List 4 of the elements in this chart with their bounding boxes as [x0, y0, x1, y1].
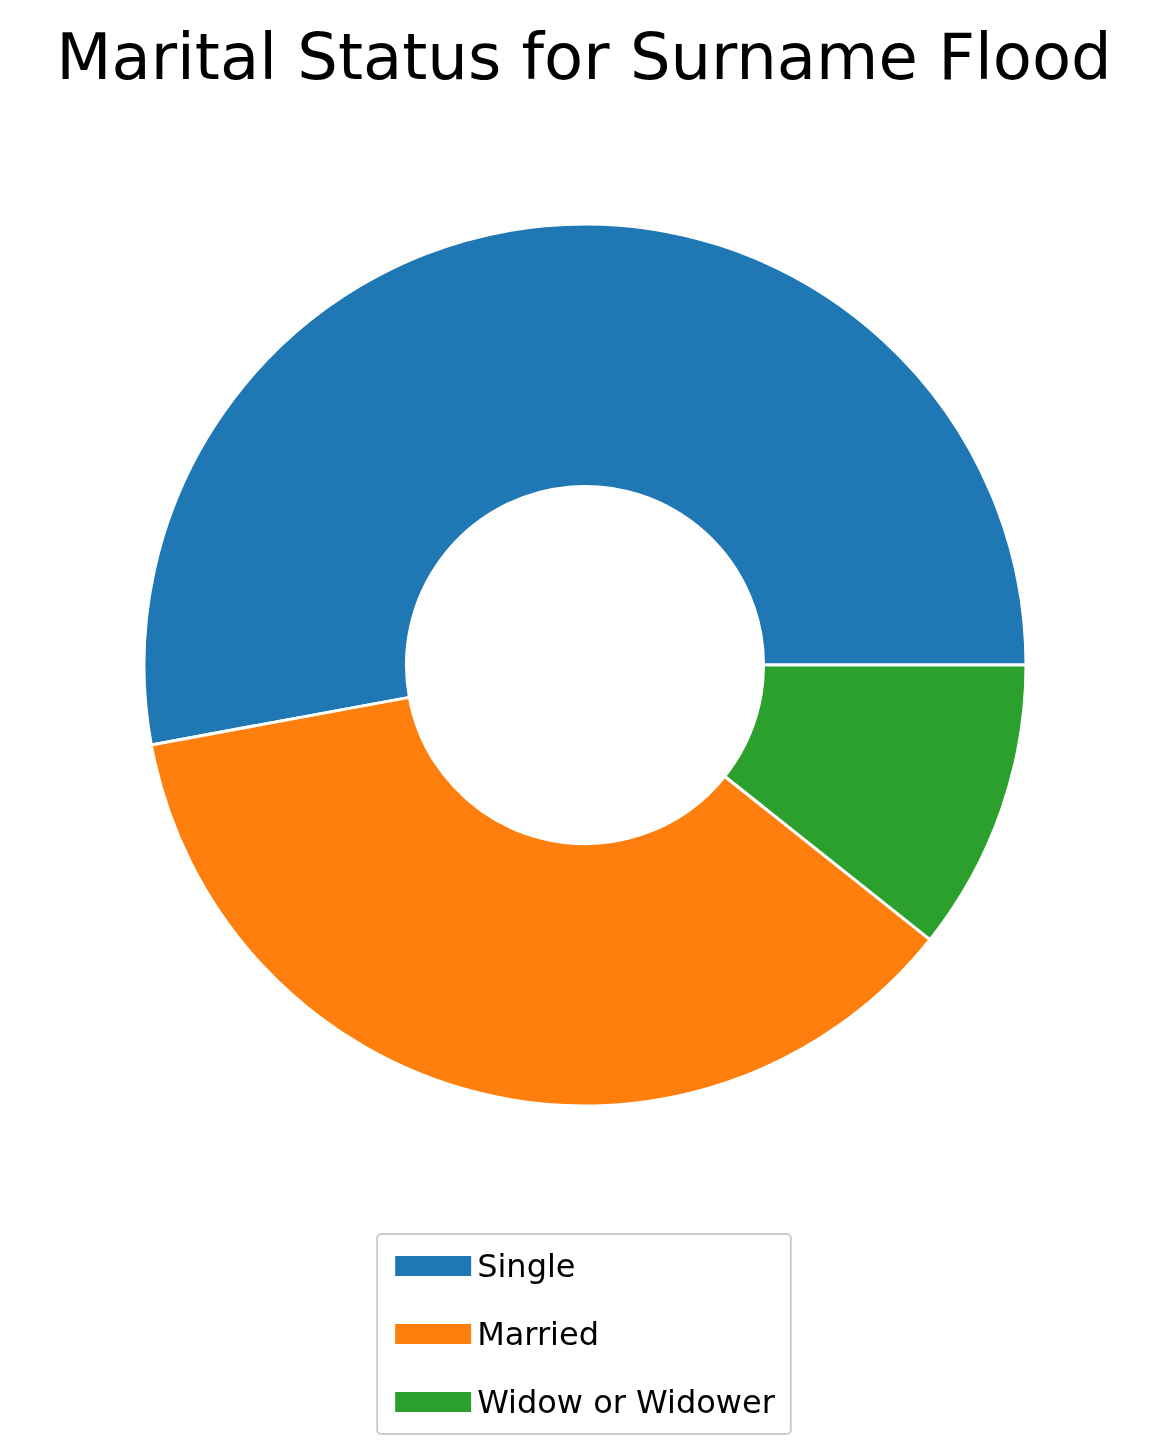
legend-label: Widow or Widower — [477, 1383, 776, 1421]
legend-label: Single — [477, 1247, 576, 1285]
chart-title: Marital Status for Surname Flood — [56, 20, 1112, 94]
legend-label: Married — [477, 1315, 600, 1353]
